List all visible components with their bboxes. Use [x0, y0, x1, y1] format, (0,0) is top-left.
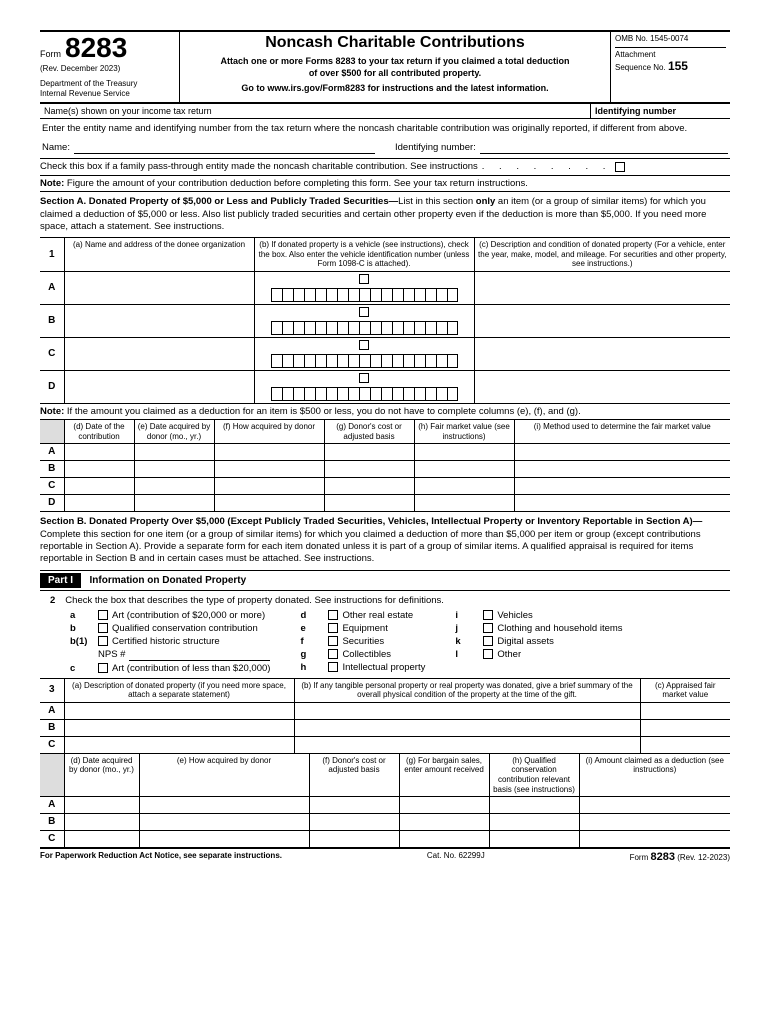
- t1-col-b: (b) If donated property is a vehicle (se…: [254, 238, 474, 271]
- table-3: 3 (a) Description of donated property (i…: [40, 679, 730, 754]
- t4-col-e: (e) How acquired by donor: [139, 754, 309, 797]
- t2-col-f: (f) How acquired by donor: [214, 420, 324, 444]
- t1-d-col-b[interactable]: [254, 371, 474, 404]
- t4-col-h: (h) Qualified conservation contribution …: [489, 754, 579, 797]
- form-word: Form: [40, 49, 61, 59]
- section-a-title: Donated Property of $5,000 or Less and P…: [89, 196, 398, 207]
- passthrough-checkbox[interactable]: [615, 162, 625, 172]
- vehicle-checkbox-c[interactable]: [359, 340, 369, 350]
- t1-c-col-c[interactable]: [474, 338, 730, 371]
- omb-number: OMB No. 1545-0074: [615, 34, 726, 48]
- t1-b-col-a[interactable]: [64, 305, 254, 338]
- t1-a-col-a[interactable]: [64, 272, 254, 305]
- nps-input[interactable]: [129, 649, 270, 661]
- checkbox-b[interactable]: [98, 623, 108, 633]
- q1-number: 1: [40, 238, 64, 271]
- checkbox-f[interactable]: [328, 636, 338, 646]
- t1-row-c: C: [40, 338, 64, 371]
- t1-col-c: (c) Description and condition of donated…: [474, 238, 730, 271]
- vin-b[interactable]: [258, 321, 471, 335]
- t1-row-d: D: [40, 371, 64, 404]
- t1-d-col-c[interactable]: [474, 371, 730, 404]
- t1-a-col-c[interactable]: [474, 272, 730, 305]
- seq-number: 155: [668, 59, 688, 73]
- checkbox-c[interactable]: [98, 663, 108, 673]
- checkbox-b1[interactable]: [98, 636, 108, 646]
- t3-col-c: (c) Appraised fair market value: [640, 679, 730, 703]
- t4-col-i: (i) Amount claimed as a deduction (see i…: [579, 754, 730, 797]
- checkbox-i[interactable]: [483, 610, 493, 620]
- form-subtitle: Attach one or more Forms 8283 to your ta…: [186, 56, 604, 79]
- t2-col-d: (d) Date of the contribution: [64, 420, 134, 444]
- vehicle-checkbox-d[interactable]: [359, 373, 369, 383]
- form-header: Form 8283 (Rev. December 2023) Departmen…: [40, 32, 730, 104]
- vin-a[interactable]: [258, 288, 471, 302]
- id-input[interactable]: [480, 142, 728, 154]
- footer-form-no: 8283: [651, 851, 675, 863]
- t1-d-col-a[interactable]: [64, 371, 254, 404]
- q2-instr: Check the box that describes the type of…: [65, 595, 444, 606]
- footer-left: For Paperwork Reduction Act Notice, see …: [40, 851, 282, 863]
- t1-row-a: A: [40, 272, 64, 305]
- entity-instructions: Enter the entity name and identifying nu…: [42, 123, 728, 135]
- section-b-title: Donated Property Over $5,000 (Except Pub…: [89, 516, 702, 527]
- t1-row-b: B: [40, 305, 64, 338]
- footer-cat: Cat. No. 62299J: [427, 851, 485, 863]
- form-title: Noncash Charitable Contributions: [186, 34, 604, 52]
- t2-col-g: (g) Donor's cost or adjusted basis: [324, 420, 414, 444]
- checkbox-j[interactable]: [483, 623, 493, 633]
- t1-b-col-c[interactable]: [474, 305, 730, 338]
- table-1: 1 (a) Name and address of the donee orga…: [40, 238, 730, 404]
- department: Department of the Treasury Internal Reve…: [40, 79, 175, 98]
- checkbox-h[interactable]: [328, 662, 338, 672]
- checkbox-a[interactable]: [98, 610, 108, 620]
- vin-c[interactable]: [258, 354, 471, 368]
- t3-col-b: (b) If any tangible personal property or…: [294, 679, 640, 703]
- checkbox-k[interactable]: [483, 636, 493, 646]
- goto-link: Go to www.irs.gov/Form8283 for instructi…: [186, 83, 604, 93]
- table-4: (d) Date acquired by donor (mo., yr.) (e…: [40, 754, 730, 848]
- section-a-label: Section A.: [40, 196, 86, 207]
- t1-c-col-a[interactable]: [64, 338, 254, 371]
- t3-col-a: (a) Description of donated property (if …: [64, 679, 294, 703]
- attachment-label: Attachment: [615, 50, 726, 59]
- t4-col-d: (d) Date acquired by donor (mo., yr.): [64, 754, 139, 797]
- form-number: 8283: [65, 34, 127, 62]
- note2-label: Note:: [40, 406, 64, 417]
- t2-col-h: (h) Fair market value (see instructions): [414, 420, 514, 444]
- name-label: Name:: [42, 142, 70, 154]
- t1-b-col-b[interactable]: [254, 305, 474, 338]
- checkbox-l[interactable]: [483, 649, 493, 659]
- passthrough-text: Check this box if a family pass-through …: [40, 161, 478, 173]
- q2-number: 2: [50, 595, 55, 606]
- names-label: Name(s) shown on your income tax return: [40, 104, 590, 118]
- revision-date: (Rev. December 2023): [40, 64, 175, 73]
- vin-d[interactable]: [258, 387, 471, 401]
- t2-col-i: (i) Method used to determine the fair ma…: [514, 420, 730, 444]
- vehicle-checkbox-b[interactable]: [359, 307, 369, 317]
- note1-text: Figure the amount of your contribution d…: [67, 178, 528, 189]
- checkbox-g[interactable]: [328, 649, 338, 659]
- section-b-label: Section B.: [40, 516, 86, 527]
- note1-label: Note:: [40, 178, 64, 189]
- section-b-body: Complete this section for one item (or a…: [40, 529, 701, 565]
- id-label: Identifying number:: [395, 142, 476, 154]
- identifying-number-label: Identifying number: [590, 104, 730, 118]
- t1-a-col-b[interactable]: [254, 272, 474, 305]
- seq-label: Sequence No.: [615, 63, 666, 72]
- checkbox-d[interactable]: [328, 610, 338, 620]
- t4-col-f: (f) Donor's cost or adjusted basis: [309, 754, 399, 797]
- q3-number: 3: [40, 679, 64, 703]
- table-2: (d) Date of the contribution (e) Date ac…: [40, 420, 730, 512]
- part-i-bar: Part I: [40, 573, 81, 588]
- checkbox-e[interactable]: [328, 623, 338, 633]
- part-i-title: Information on Donated Property: [90, 575, 247, 586]
- t1-c-col-b[interactable]: [254, 338, 474, 371]
- note2-text: If the amount you claimed as a deduction…: [67, 406, 581, 417]
- t2-col-e: (e) Date acquired by donor (mo., yr.): [134, 420, 214, 444]
- t4-col-g: (g) For bargain sales, enter amount rece…: [399, 754, 489, 797]
- t1-col-a: (a) Name and address of the donee organi…: [64, 238, 254, 271]
- name-input[interactable]: [74, 142, 375, 154]
- vehicle-checkbox-a[interactable]: [359, 274, 369, 284]
